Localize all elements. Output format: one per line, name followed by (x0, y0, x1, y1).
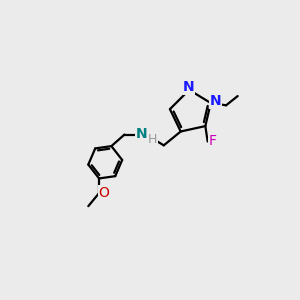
Text: F: F (209, 134, 217, 148)
Text: H: H (148, 133, 157, 146)
Text: N: N (183, 80, 194, 94)
Text: O: O (98, 186, 109, 200)
Text: N: N (209, 94, 221, 108)
Text: N: N (136, 127, 147, 141)
